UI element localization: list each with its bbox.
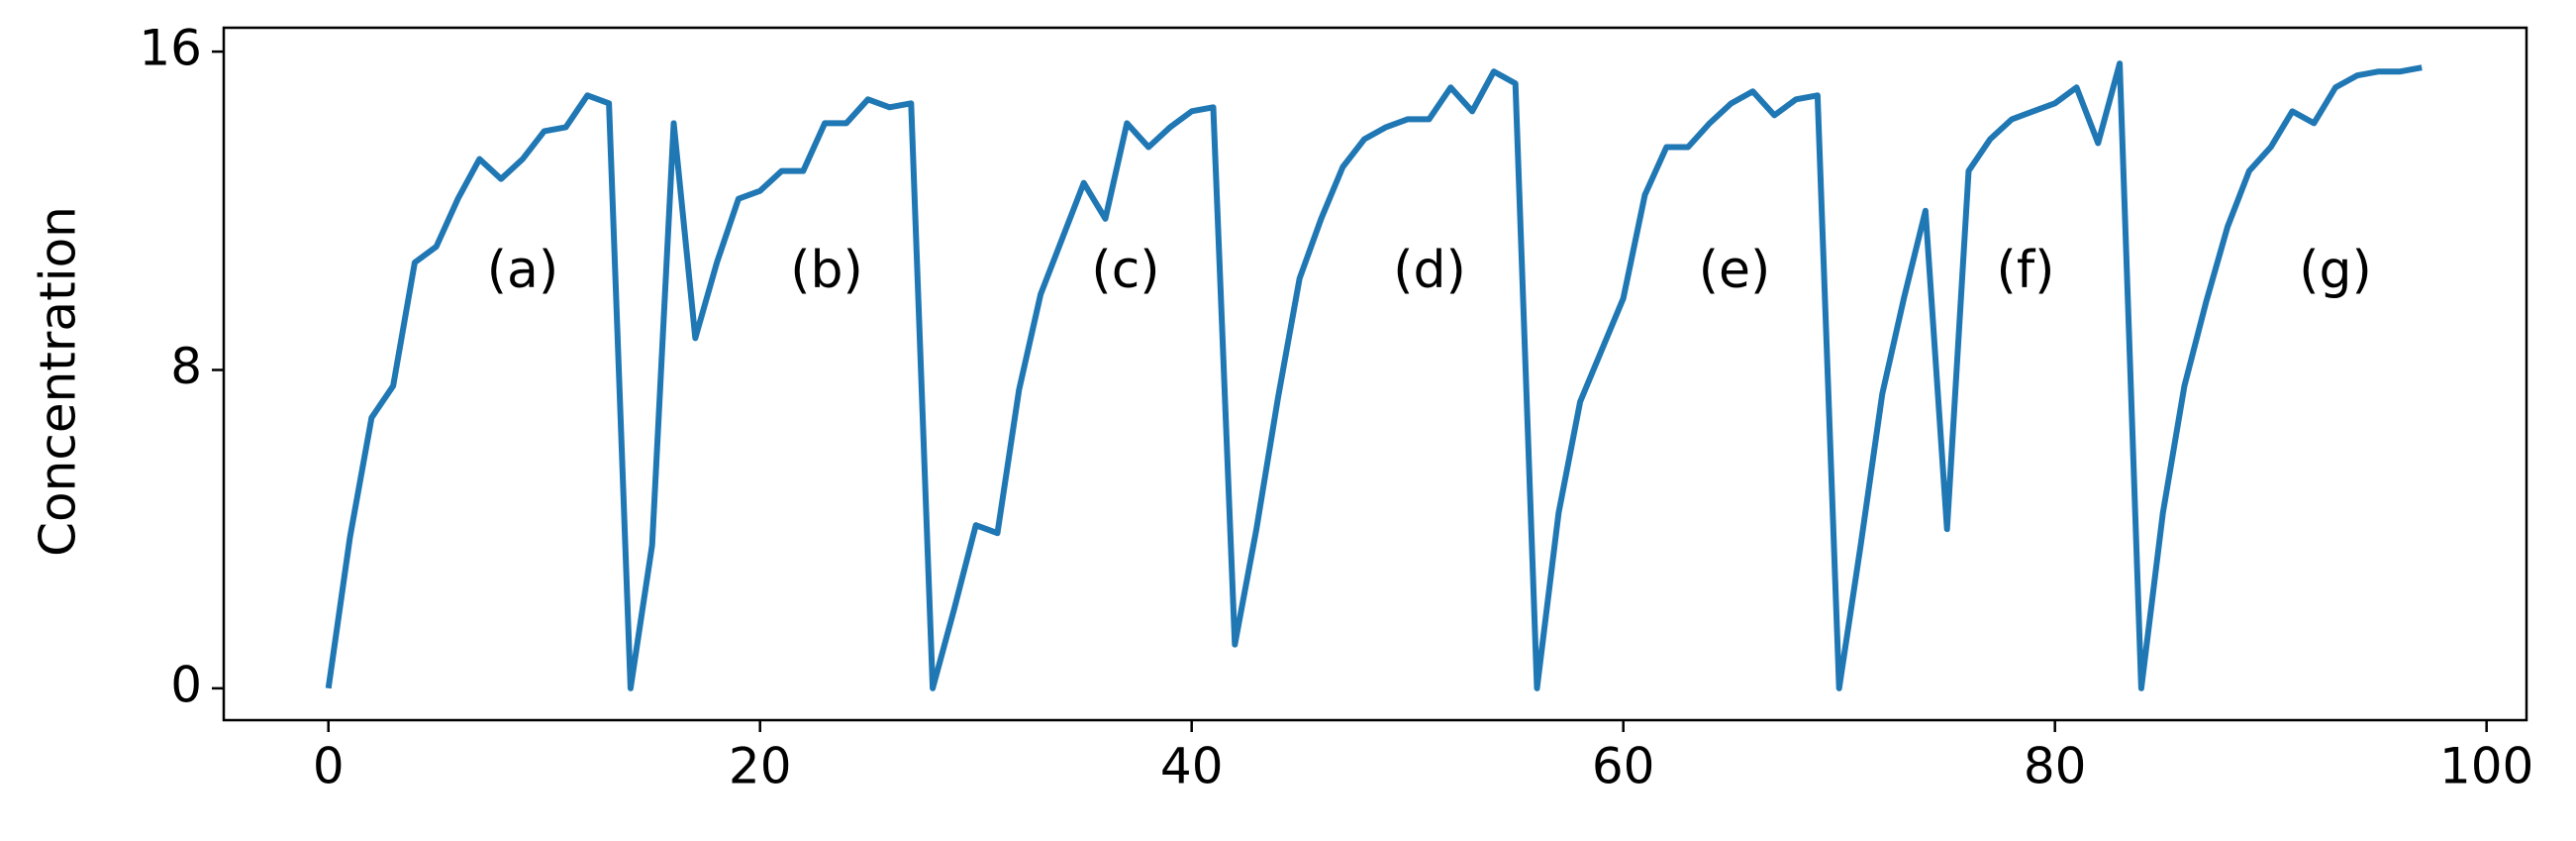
annotation: (b): [790, 241, 863, 300]
y-tick-label: 0: [170, 656, 202, 713]
annotation: (e): [1699, 241, 1771, 300]
data-line: [325, 60, 2423, 691]
x-tick-label: 0: [313, 738, 345, 795]
plot-frame: [222, 26, 2528, 722]
x-tick-label: 60: [1592, 738, 1655, 795]
annotation: (g): [2299, 241, 2372, 300]
x-tick-label: 80: [2024, 738, 2087, 795]
y-tick-label: 16: [139, 20, 202, 77]
x-tick-label: 100: [2439, 738, 2533, 795]
y-axis-label: Concentration: [30, 206, 87, 557]
x-tick-label: 20: [729, 738, 792, 795]
x-tick-label: 40: [1160, 738, 1224, 795]
annotation: (f): [1997, 241, 2055, 300]
annotation: (d): [1393, 241, 1466, 300]
y-tick-label: 8: [170, 338, 202, 395]
annotation: (c): [1091, 241, 1159, 300]
annotation: (a): [487, 241, 558, 300]
